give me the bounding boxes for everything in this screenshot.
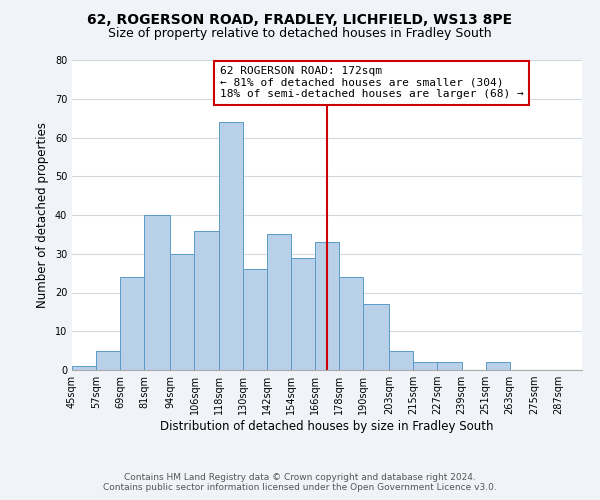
Bar — [218, 122, 242, 370]
Bar — [363, 304, 389, 370]
Bar — [120, 277, 144, 370]
Text: 62, ROGERSON ROAD, FRADLEY, LICHFIELD, WS13 8PE: 62, ROGERSON ROAD, FRADLEY, LICHFIELD, W… — [88, 12, 512, 26]
Bar — [96, 350, 120, 370]
Bar — [339, 277, 363, 370]
Y-axis label: Number of detached properties: Number of detached properties — [36, 122, 49, 308]
Bar — [170, 254, 194, 370]
Text: Size of property relative to detached houses in Fradley South: Size of property relative to detached ho… — [108, 28, 492, 40]
Text: Contains HM Land Registry data © Crown copyright and database right 2024.
Contai: Contains HM Land Registry data © Crown c… — [103, 473, 497, 492]
Bar — [72, 366, 96, 370]
Bar — [485, 362, 510, 370]
Bar — [194, 230, 218, 370]
Bar — [413, 362, 437, 370]
Bar — [291, 258, 315, 370]
Bar — [437, 362, 461, 370]
Bar — [144, 215, 170, 370]
Bar — [389, 350, 413, 370]
Bar — [267, 234, 291, 370]
X-axis label: Distribution of detached houses by size in Fradley South: Distribution of detached houses by size … — [160, 420, 494, 433]
Bar — [315, 242, 339, 370]
Bar — [242, 269, 267, 370]
Text: 62 ROGERSON ROAD: 172sqm
← 81% of detached houses are smaller (304)
18% of semi-: 62 ROGERSON ROAD: 172sqm ← 81% of detach… — [220, 66, 524, 100]
